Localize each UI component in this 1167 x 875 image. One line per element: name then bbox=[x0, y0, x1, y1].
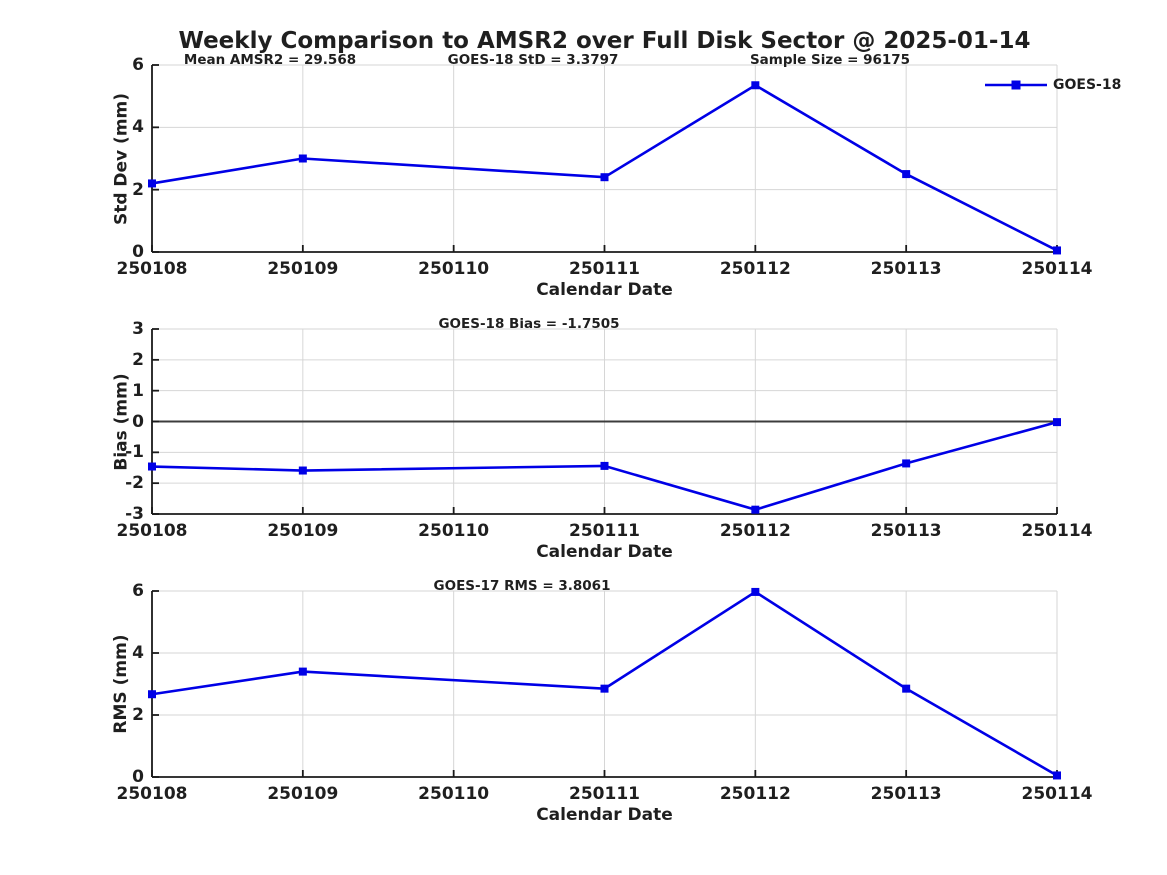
data-point-marker bbox=[1053, 771, 1061, 780]
data-point-marker bbox=[902, 684, 911, 693]
y-tick-label: 1 bbox=[132, 380, 144, 401]
figure-title: Weekly Comparison to AMSR2 over Full Dis… bbox=[178, 28, 1031, 54]
annotation-mean-amsr2: Mean AMSR2 = 29.568 bbox=[183, 52, 357, 68]
x-tick-label: 250110 bbox=[418, 784, 490, 804]
x-tick-label: 250114 bbox=[1021, 259, 1093, 279]
annotation-goes18-std: GOES-18 StD = 3.3797 bbox=[447, 52, 619, 68]
y-axis-label-rms: RMS (mm) bbox=[111, 634, 131, 734]
x-tick-label: 250108 bbox=[116, 784, 188, 804]
x-tick-label: 250112 bbox=[719, 521, 791, 541]
annotation-goes17-rms: GOES-17 RMS = 3.8061 bbox=[433, 578, 611, 594]
x-axis-label-1: Calendar Date bbox=[536, 280, 673, 300]
x-tick-label: 250111 bbox=[569, 784, 640, 804]
legend-label-goes18: GOES-18 bbox=[1053, 77, 1122, 93]
y-tick-label: 4 bbox=[132, 117, 144, 138]
x-tick-label: 250113 bbox=[870, 259, 942, 279]
data-point-marker bbox=[1053, 246, 1061, 255]
x-axis-label-3: Calendar Date bbox=[536, 805, 673, 825]
data-point-marker bbox=[298, 466, 307, 475]
y-tick-label: 4 bbox=[132, 643, 144, 663]
y-tick-label: 2 bbox=[132, 349, 144, 370]
data-point-marker bbox=[751, 505, 760, 514]
annotation-sample-size: Sample Size = 96175 bbox=[749, 52, 911, 68]
data-point-marker bbox=[1053, 418, 1061, 427]
y-tick-label: 0 bbox=[132, 767, 144, 787]
y-tick-label: 6 bbox=[132, 55, 144, 75]
x-tick-label: 250110 bbox=[418, 259, 490, 279]
x-tick-label: 250114 bbox=[1021, 784, 1093, 804]
y-tick-label: 2 bbox=[132, 705, 144, 725]
x-tick-label: 250112 bbox=[719, 784, 791, 804]
y-tick-label: -2 bbox=[125, 473, 144, 494]
legend-marker bbox=[1011, 80, 1021, 90]
y-tick-label: 0 bbox=[132, 411, 144, 432]
y-tick-label: 3 bbox=[132, 319, 144, 339]
data-point-marker bbox=[600, 461, 609, 470]
x-tick-label: 250113 bbox=[870, 521, 942, 541]
data-point-marker bbox=[148, 179, 156, 188]
y-tick-label: 0 bbox=[132, 242, 144, 262]
data-point-marker bbox=[902, 170, 911, 179]
x-tick-label: 250111 bbox=[569, 521, 640, 541]
x-tick-label: 250112 bbox=[719, 259, 791, 279]
data-point-marker bbox=[148, 690, 156, 699]
annotation-goes18-bias: GOES-18 Bias = -1.7505 bbox=[438, 316, 620, 332]
x-tick-label: 250109 bbox=[267, 521, 339, 541]
y-tick-label: 2 bbox=[132, 179, 144, 200]
x-tick-label: 250108 bbox=[116, 521, 188, 541]
y-tick-label: -1 bbox=[125, 442, 144, 463]
x-axis-label-2: Calendar Date bbox=[536, 542, 673, 562]
data-point-marker bbox=[600, 684, 609, 693]
x-tick-label: 250111 bbox=[569, 259, 640, 279]
x-tick-label: 250109 bbox=[267, 784, 339, 804]
series-goes-17 bbox=[151, 590, 1058, 777]
data-point-marker bbox=[751, 81, 760, 90]
y-tick-label: 6 bbox=[132, 581, 144, 601]
series-goes-18 bbox=[151, 83, 1058, 252]
data-point-marker bbox=[600, 173, 609, 182]
data-point-marker bbox=[751, 587, 760, 596]
x-tick-label: 250110 bbox=[418, 521, 490, 541]
x-tick-label: 250108 bbox=[116, 259, 188, 279]
x-tick-label: 250113 bbox=[870, 784, 942, 804]
data-point-marker bbox=[298, 667, 307, 676]
y-tick-label: -3 bbox=[125, 504, 144, 524]
data-point-marker bbox=[298, 154, 307, 163]
data-point-marker bbox=[148, 462, 156, 471]
x-tick-label: 250114 bbox=[1021, 521, 1093, 541]
y-axis-label-std-dev: Std Dev (mm) bbox=[111, 92, 131, 225]
data-point-marker bbox=[902, 459, 911, 468]
series-goes-18 bbox=[151, 420, 1058, 512]
x-tick-label: 250109 bbox=[267, 259, 339, 279]
